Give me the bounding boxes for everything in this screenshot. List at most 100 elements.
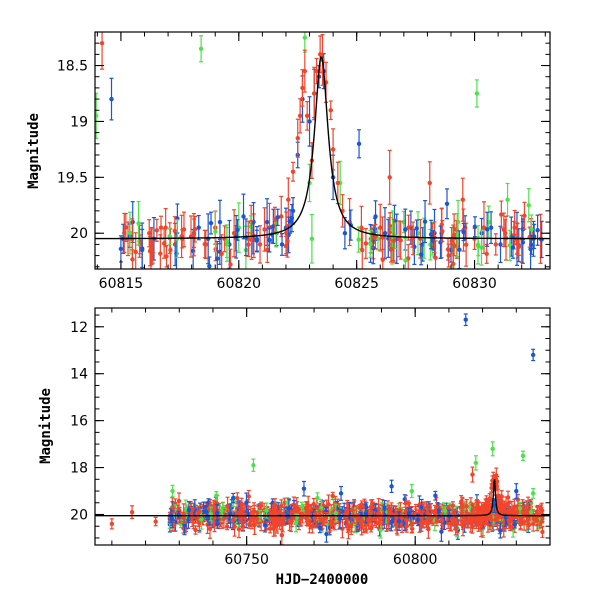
top-green-point-45 bbox=[309, 236, 315, 242]
top-blue-point-35 bbox=[498, 242, 503, 247]
top-red-point-73 bbox=[286, 197, 291, 202]
bottom-band-blue-point-865 bbox=[389, 519, 395, 524]
top-cloud-blue-point-151 bbox=[139, 246, 145, 251]
top-cloud-red-point-114 bbox=[172, 228, 178, 234]
bottom-band-blue-point-684 bbox=[358, 511, 364, 517]
top-blue-point-10 bbox=[241, 214, 246, 219]
top-cloud-blue-point-170 bbox=[174, 251, 179, 256]
top-cloud-red-point-247 bbox=[440, 228, 445, 234]
top-red-point-93 bbox=[378, 225, 383, 230]
bottom-band-red-point-515 bbox=[305, 506, 310, 512]
bottom-band-blue-point-686 bbox=[182, 522, 187, 528]
bottom-band-green-point-622 bbox=[319, 505, 324, 511]
top-y-tick-label-3: 20 bbox=[70, 226, 88, 242]
bottom-band-red-point-565 bbox=[445, 521, 451, 526]
bottom-band-blue-point-767 bbox=[262, 523, 268, 528]
top-cloud-red-point-154 bbox=[181, 227, 187, 232]
top-cloud-red-point-159 bbox=[398, 238, 403, 243]
bottom-band-green-point-887 bbox=[293, 520, 299, 526]
top-cloud-blue-point-262 bbox=[510, 245, 516, 250]
top-red-point-98 bbox=[427, 180, 432, 186]
bottom-band-red-point-804 bbox=[360, 519, 365, 524]
top-panel: 60815 60820 60825 60830 18.5 19 19.5 20 Magnitu… bbox=[26, 31, 551, 292]
fit-curve-line bbox=[95, 56, 550, 240]
top-red-point-94 bbox=[387, 175, 392, 180]
bottom-band-red-point-893 bbox=[357, 505, 362, 511]
top-cloud-red-point-244 bbox=[451, 232, 457, 238]
top-y-tick-label-2: 19.5 bbox=[57, 170, 88, 186]
bottom-band-red-point-851 bbox=[376, 506, 381, 511]
top-cloud-red-point-203 bbox=[154, 228, 160, 233]
bottom-flare-red-point-938 bbox=[495, 494, 501, 499]
bottom-band-blue-point-626 bbox=[215, 521, 220, 527]
top-cloud-red-point-234 bbox=[202, 241, 207, 247]
top-cloud-blue-point-223 bbox=[254, 238, 260, 243]
top-cloud-blue-point-186 bbox=[403, 227, 408, 232]
bottom-band-green-point-886 bbox=[333, 510, 339, 516]
top-cloud-green-point-241 bbox=[529, 227, 534, 232]
bottom-band-red-point-609 bbox=[311, 501, 317, 507]
top-cloud-red-point-187 bbox=[380, 235, 385, 240]
top-red-point-81 bbox=[312, 91, 317, 96]
top-cloud-red-point-259 bbox=[164, 254, 169, 259]
top-cloud-red-point-221 bbox=[360, 247, 365, 253]
top-red-point-62 bbox=[168, 247, 173, 253]
top-blue-point-0 bbox=[109, 96, 114, 102]
top-cloud-blue-point-147 bbox=[539, 237, 544, 242]
top-blue-point-25 bbox=[373, 214, 378, 219]
bottom-band-red-point-883 bbox=[510, 517, 515, 523]
bottom-band-green-point-884 bbox=[517, 506, 523, 511]
bottom-band-blue-point-828 bbox=[244, 500, 249, 505]
top-red-point-87 bbox=[330, 147, 336, 152]
bottom-band-red-point-823 bbox=[207, 526, 213, 532]
top-red-point-83 bbox=[317, 52, 323, 57]
bottom-band-red-point-681 bbox=[508, 524, 513, 529]
top-fit-curve bbox=[95, 56, 550, 240]
top-cloud-green-point-193 bbox=[167, 233, 172, 239]
bottom-band-red-point-625 bbox=[246, 494, 251, 499]
bottom-band-red-point-812 bbox=[240, 524, 246, 529]
top-cloud-red-point-260 bbox=[387, 230, 392, 235]
bottom-band-red-point-791 bbox=[526, 523, 531, 528]
top-cloud-red-point-119 bbox=[158, 251, 163, 256]
top-blue-point-24 bbox=[356, 141, 362, 146]
top-cloud-red-point-177 bbox=[522, 213, 527, 218]
top-green-point-56 bbox=[526, 203, 531, 208]
top-cloud-red-point-178 bbox=[163, 225, 168, 230]
top-blue-point-23 bbox=[342, 231, 348, 236]
bottom-band-blue-point-863 bbox=[286, 506, 292, 511]
bottom-band-red-point-518 bbox=[304, 516, 309, 521]
bottom-band-red-point-839 bbox=[505, 495, 511, 500]
top-cloud-red-point-256 bbox=[391, 238, 397, 243]
bottom-band-red-point-867 bbox=[439, 518, 445, 523]
top-frame bbox=[94, 31, 551, 270]
top-cloud-red-point-200 bbox=[433, 255, 438, 261]
top-blue-point-18 bbox=[307, 119, 312, 124]
bottom-band-red-point-645 bbox=[531, 515, 536, 521]
bottom-band-red-point-740 bbox=[251, 509, 257, 514]
bottom-band-red-point-142 bbox=[176, 498, 182, 504]
top-cloud-red-point-146 bbox=[484, 251, 489, 257]
top-red-point-104 bbox=[493, 242, 498, 247]
top-cloud-green-point-182 bbox=[248, 224, 253, 229]
top-cloud-blue-point-229 bbox=[207, 264, 212, 269]
bottom-band-red-point-636 bbox=[403, 501, 408, 506]
top-cloud-red-point-183 bbox=[388, 247, 394, 252]
bottom-flare-red-point-950 bbox=[481, 507, 486, 512]
bottom-band-red-point-844 bbox=[425, 521, 431, 526]
top-cloud-blue-point-261 bbox=[428, 232, 434, 237]
top-blue-point-8 bbox=[217, 219, 223, 225]
top-cloud-blue-point-179 bbox=[118, 246, 124, 252]
top-cloud-green-point-236 bbox=[136, 221, 141, 226]
top-red-point-61 bbox=[158, 225, 164, 230]
top-red-point-86 bbox=[328, 108, 333, 113]
top-red-point-74 bbox=[290, 169, 296, 174]
bottom-band-red-point-700 bbox=[409, 521, 415, 526]
top-green-point-39 bbox=[198, 46, 204, 51]
bottom-band-red-point-428 bbox=[326, 502, 331, 507]
bottom-band-red-point-838 bbox=[295, 507, 301, 512]
top-cloud-blue-point-190 bbox=[267, 237, 272, 243]
top-cloud-red-point-248 bbox=[148, 247, 154, 252]
bottom-band-blue-point-703 bbox=[206, 500, 211, 505]
top-cloud-blue-point-120 bbox=[422, 219, 428, 224]
